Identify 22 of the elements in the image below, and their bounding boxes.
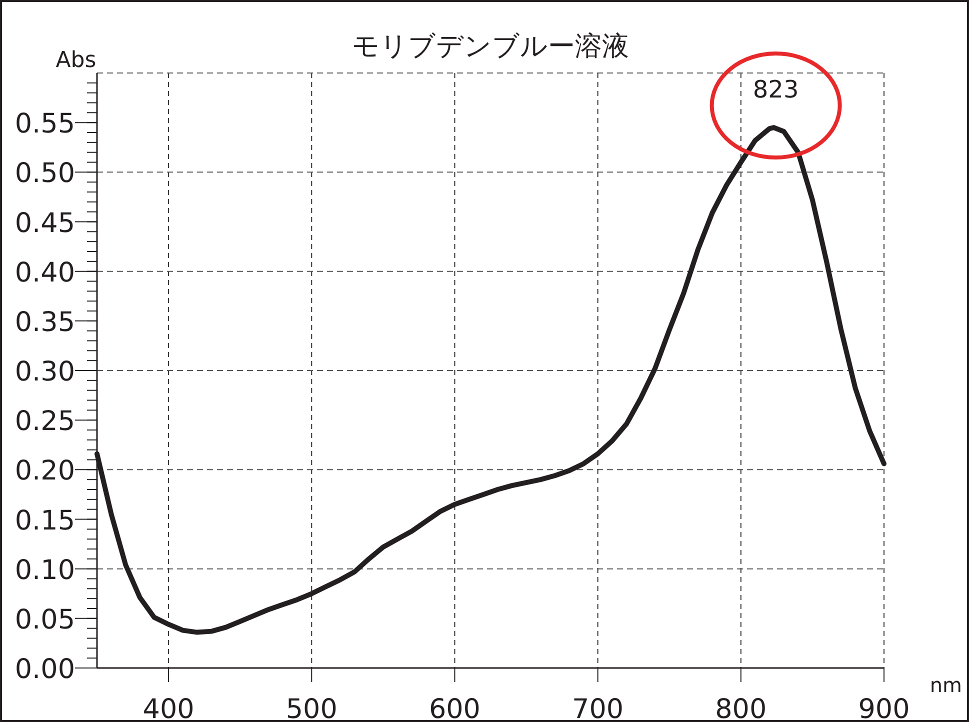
y-tick-label: 0.00 bbox=[14, 654, 75, 685]
x-tick-label: 900 bbox=[858, 694, 910, 722]
x-tick-label: 500 bbox=[286, 694, 338, 722]
x-tick-label: 600 bbox=[428, 694, 480, 722]
y-tick-label: 0.15 bbox=[14, 505, 75, 536]
y-tick-label: 0.20 bbox=[14, 456, 75, 487]
y-axis-title: Abs bbox=[56, 48, 96, 73]
x-tick-label: 800 bbox=[715, 694, 767, 722]
y-tick-label: 0.50 bbox=[14, 158, 75, 190]
chart-title: モリブデンブルー溶液 bbox=[352, 31, 629, 62]
y-tick-label: 0.35 bbox=[14, 306, 75, 338]
x-tick-label: 700 bbox=[572, 694, 624, 722]
y-tick-label: 0.10 bbox=[14, 554, 75, 586]
y-tick-label: 0.25 bbox=[14, 406, 75, 438]
y-tick-label: 0.30 bbox=[14, 356, 75, 388]
x-tick-label: 400 bbox=[142, 694, 194, 722]
y-tick-label: 0.45 bbox=[14, 208, 75, 239]
y-tick-label: 0.05 bbox=[14, 604, 75, 636]
x-axis-title: nm bbox=[930, 673, 962, 697]
y-tick-label: 0.55 bbox=[14, 108, 75, 140]
annotation: 823 bbox=[752, 76, 799, 104]
y-tick-label: 0.40 bbox=[14, 257, 75, 288]
